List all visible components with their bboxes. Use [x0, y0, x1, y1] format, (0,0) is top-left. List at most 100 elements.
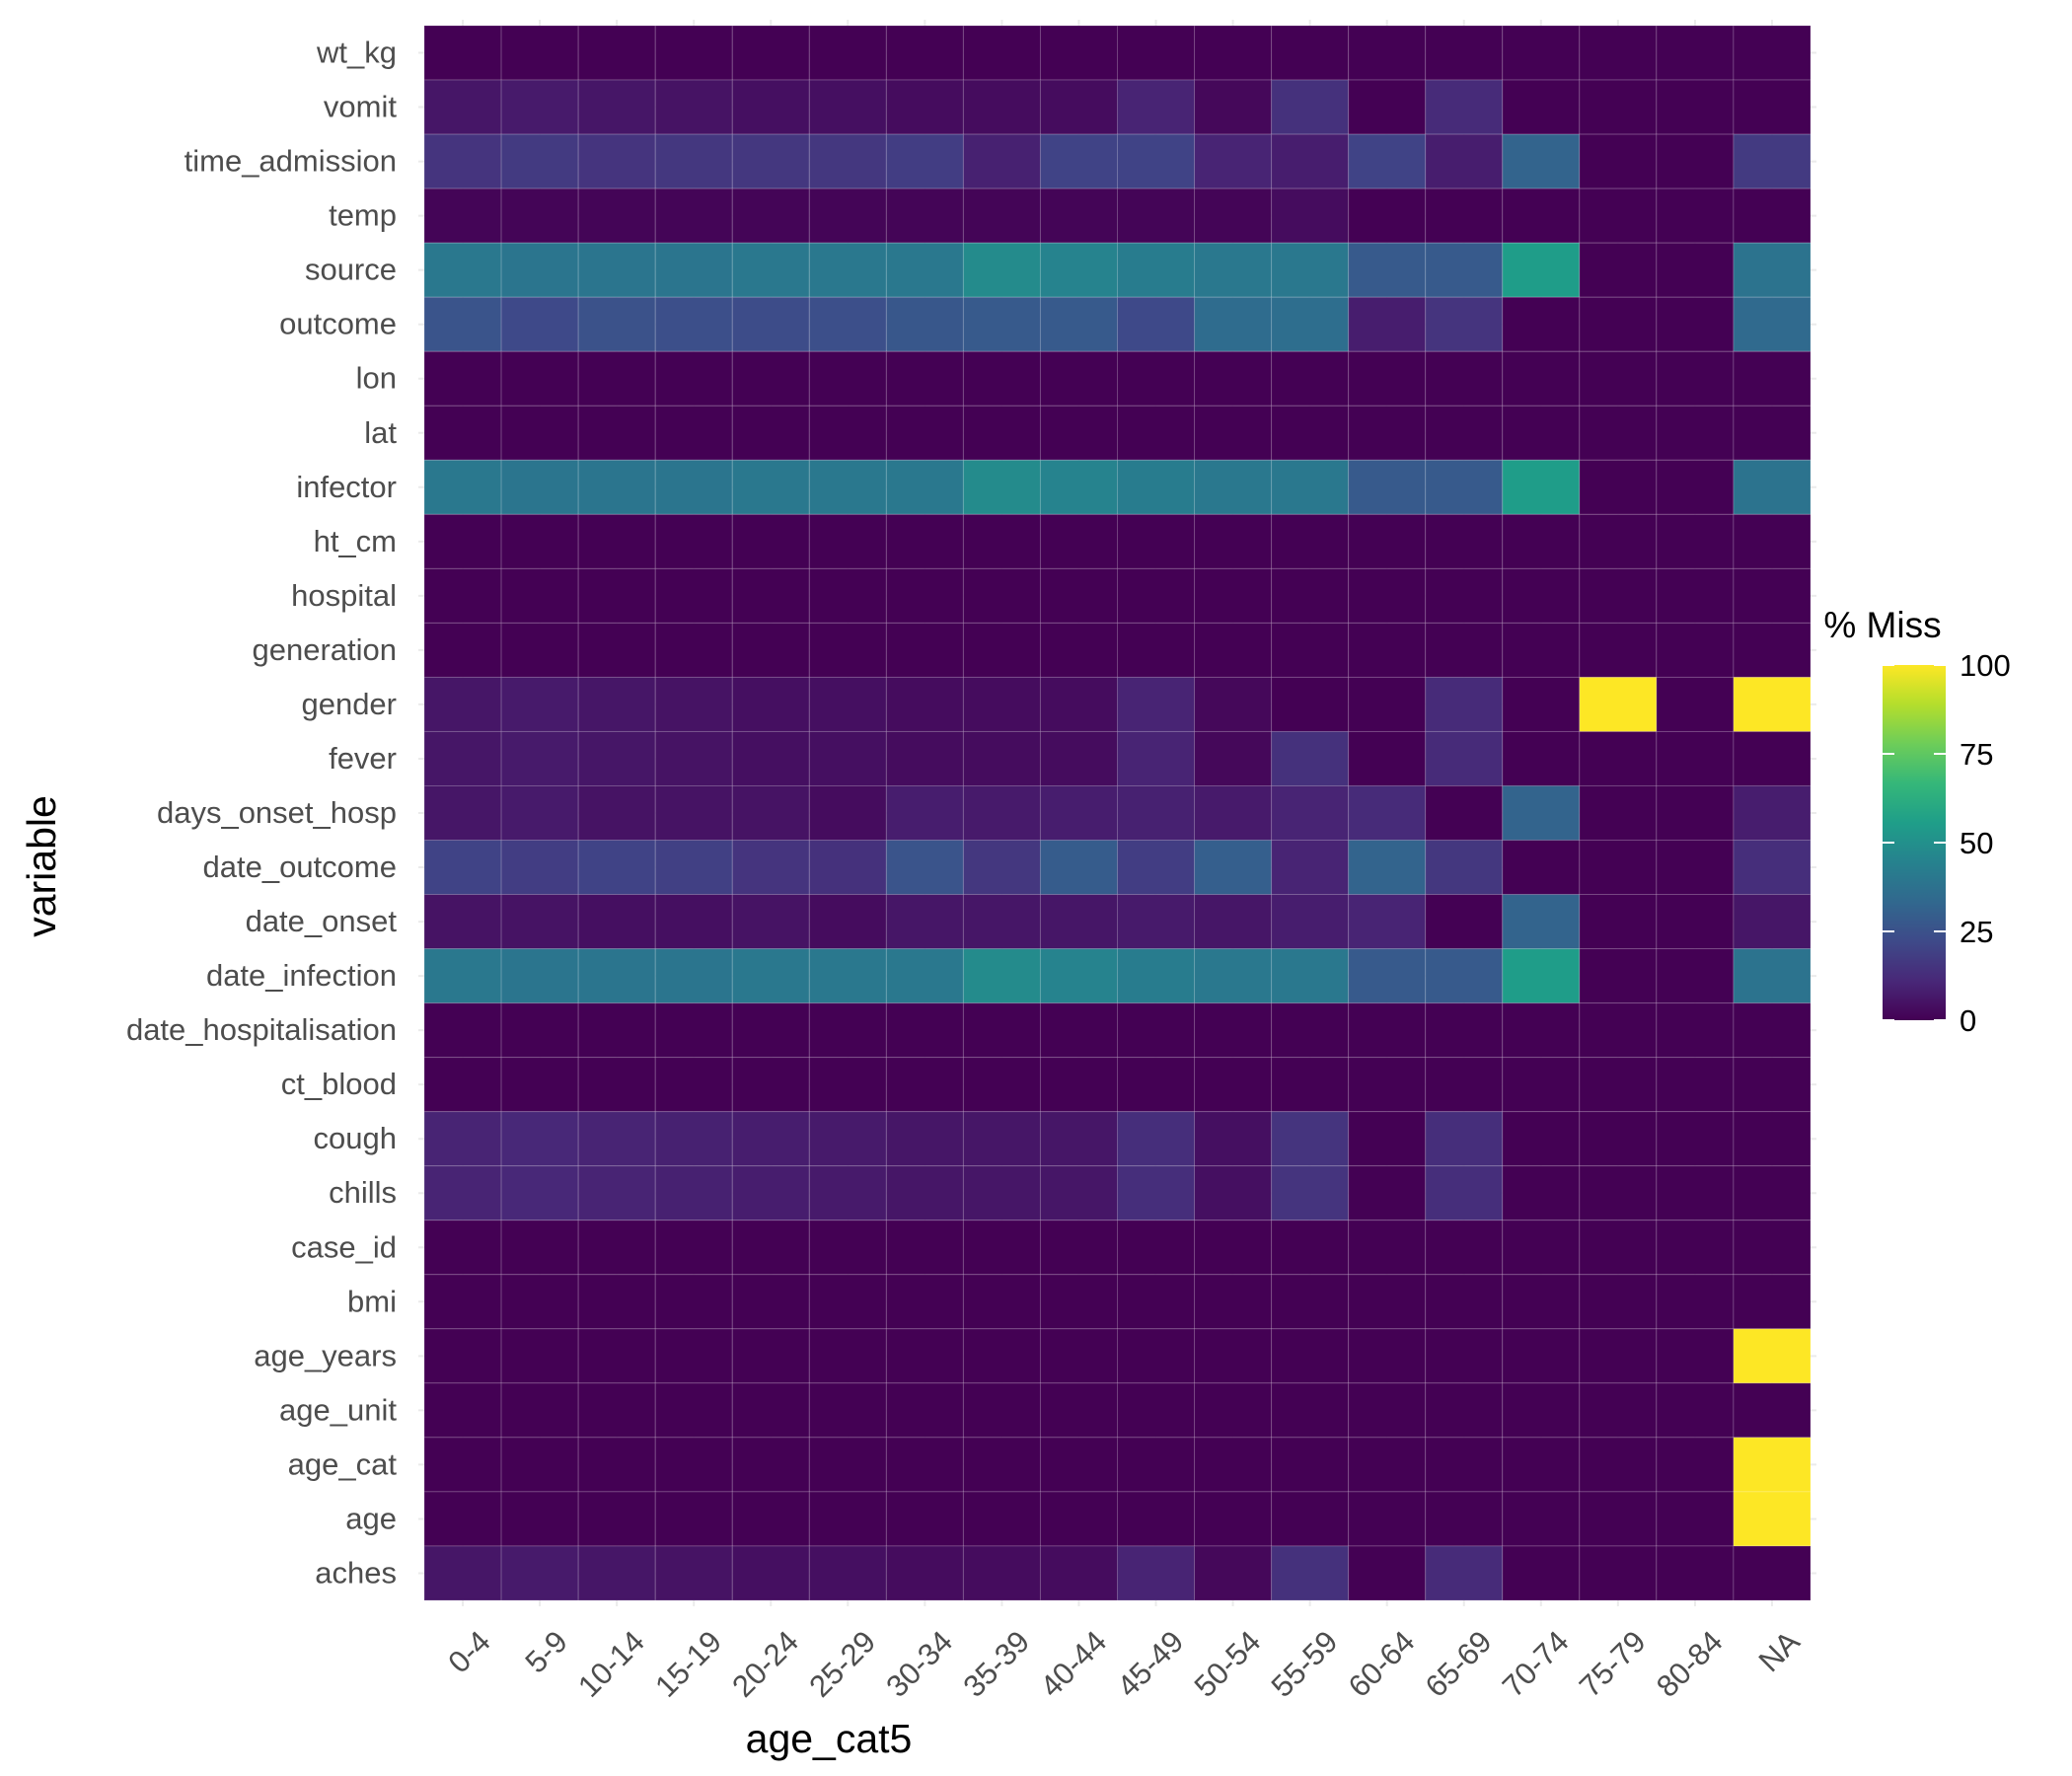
- heatmap-cell-infector-25-29: [808, 459, 887, 515]
- heatmap-cell-source-60-64: [1348, 242, 1427, 298]
- y-tick-label: lon: [356, 361, 397, 396]
- heatmap-cell-temp-50-54: [1194, 187, 1273, 244]
- heatmap-cell-days_onset_hosp-5-9: [500, 784, 579, 842]
- heatmap-cell-time_admission-20-24: [731, 133, 810, 189]
- heatmap-cell-date_outcome-45-49: [1117, 840, 1196, 896]
- y-tick-label: date_outcome: [203, 850, 397, 884]
- heatmap-cell-date_onset-25-29: [808, 894, 887, 950]
- heatmap-cell-ht_cm-40-44: [1039, 513, 1118, 569]
- y-tick-label: date_onset: [246, 904, 398, 938]
- heatmap-cell-date_onset-NA: [1733, 894, 1812, 950]
- heatmap-cell-fever-70-74: [1502, 730, 1581, 786]
- heatmap-cell-date_infection-60-64: [1348, 948, 1427, 1004]
- heatmap-cell-cough-70-74: [1502, 1111, 1581, 1167]
- heatmap-cell-ht_cm-35-39: [962, 513, 1041, 569]
- heatmap-cell-gender-50-54: [1194, 676, 1273, 732]
- y-tick-label: lat: [364, 415, 397, 450]
- heatmap-cell-vomit-5-9: [500, 79, 579, 135]
- heatmap-cell-date_infection-40-44: [1039, 948, 1118, 1004]
- heatmap-cell-vomit-55-59: [1271, 79, 1350, 135]
- heatmap-cell-fever-35-39: [962, 730, 1041, 786]
- heatmap-cell-wt_kg-40-44: [1039, 25, 1118, 81]
- heatmap-cell-source-10-14: [577, 242, 656, 298]
- heatmap-cell-ht_cm-30-34: [885, 513, 964, 569]
- y-tick-label: date_hospitalisation: [126, 1012, 397, 1047]
- heatmap-cell-date_infection-50-54: [1194, 948, 1273, 1004]
- heatmap-cell-date_infection-65-69: [1425, 948, 1504, 1004]
- heatmap-cell-time_admission-10-14: [577, 133, 656, 189]
- heatmap-cell-days_onset_hosp-NA: [1733, 784, 1812, 842]
- heatmap-cell-cough-0-4: [423, 1111, 502, 1167]
- heatmap-cell-ct_blood-NA: [1733, 1057, 1812, 1113]
- heatmap-cell-ht_cm-80-84: [1656, 513, 1735, 569]
- y-tick-label: age: [345, 1501, 397, 1535]
- heatmap-cell-hospital-35-39: [962, 567, 1041, 624]
- heatmap-cell-age_cat-NA: [1733, 1437, 1812, 1493]
- heatmap-cell-date_onset-40-44: [1039, 894, 1118, 950]
- heatmap-cell-date_infection-10-14: [577, 948, 656, 1004]
- heatmap-cell-age_cat-0-4: [423, 1437, 502, 1493]
- heatmap-cell-gender-60-64: [1348, 676, 1427, 732]
- heatmap-cell-lon-30-34: [885, 350, 964, 407]
- heatmap-cell-cough-25-29: [808, 1111, 887, 1167]
- heatmap-cell-wt_kg-80-84: [1656, 25, 1735, 81]
- heatmap-cell-date_hospitalisation-15-19: [654, 1002, 733, 1059]
- heatmap-cell-lon-65-69: [1425, 350, 1504, 407]
- heatmap-cell-source-65-69: [1425, 242, 1504, 298]
- heatmap-cells: [423, 25, 1812, 1601]
- heatmap-cell-temp-75-79: [1579, 187, 1658, 244]
- heatmap-cell-lat-45-49: [1117, 405, 1196, 461]
- heatmap-cell-age_years-80-84: [1656, 1328, 1735, 1384]
- heatmap-cell-generation-15-19: [654, 622, 733, 678]
- heatmap-cell-lon-20-24: [731, 350, 810, 407]
- heatmap-cell-outcome-NA: [1733, 296, 1812, 352]
- legend-tick-label: 100: [1960, 648, 2011, 683]
- heatmap-cell-gender-30-34: [885, 676, 964, 732]
- heatmap-cell-aches-55-59: [1271, 1545, 1350, 1601]
- heatmap-cell-generation-20-24: [731, 622, 810, 678]
- heatmap-cell-chills-35-39: [962, 1165, 1041, 1221]
- y-tick-label: source: [305, 253, 397, 287]
- heatmap-cell-chills-40-44: [1039, 1165, 1118, 1221]
- heatmap-cell-age-60-64: [1348, 1491, 1427, 1547]
- heatmap-cell-bmi-65-69: [1425, 1274, 1504, 1330]
- heatmap-cell-cough-35-39: [962, 1111, 1041, 1167]
- heatmap-cell-hospital-10-14: [577, 567, 656, 624]
- heatmap-cell-hospital-5-9: [500, 567, 579, 624]
- heatmap-cell-temp-30-34: [885, 187, 964, 244]
- heatmap-cell-lat-65-69: [1425, 405, 1504, 461]
- heatmap-cell-gender-70-74: [1502, 676, 1581, 732]
- heatmap-cell-generation-55-59: [1271, 622, 1350, 678]
- x-tick-label: 5-9: [518, 1624, 573, 1679]
- y-tick-label: generation: [252, 632, 397, 667]
- heatmap-cell-bmi-45-49: [1117, 1274, 1196, 1330]
- heatmap-cell-gender-75-79: [1579, 676, 1658, 732]
- heatmap-cell-infector-5-9: [500, 459, 579, 515]
- heatmap-cell-generation-60-64: [1348, 622, 1427, 678]
- heatmap-cell-gender-15-19: [654, 676, 733, 732]
- heatmap-cell-age_years-15-19: [654, 1328, 733, 1384]
- heatmap-cell-age_years-20-24: [731, 1328, 810, 1384]
- heatmap-cell-temp-0-4: [423, 187, 502, 244]
- heatmap-cell-vomit-20-24: [731, 79, 810, 135]
- heatmap-cell-bmi-NA: [1733, 1274, 1812, 1330]
- heatmap-cell-date_outcome-70-74: [1502, 840, 1581, 896]
- heatmap-cell-age_unit-35-39: [962, 1382, 1041, 1439]
- y-tick-label: bmi: [347, 1284, 397, 1318]
- heatmap-cell-bmi-80-84: [1656, 1274, 1735, 1330]
- heatmap-cell-infector-55-59: [1271, 459, 1350, 515]
- heatmap-cell-outcome-30-34: [885, 296, 964, 352]
- heatmap-cell-hospital-0-4: [423, 567, 502, 624]
- heatmap-cell-date_onset-55-59: [1271, 894, 1350, 950]
- legend-tick-label: 50: [1960, 826, 1993, 860]
- heatmap-cell-source-35-39: [962, 242, 1041, 298]
- heatmap-cell-fever-75-79: [1579, 730, 1658, 786]
- heatmap-cell-case_id-75-79: [1579, 1220, 1658, 1276]
- heatmap-cell-date_onset-35-39: [962, 894, 1041, 950]
- heatmap-cell-lat-50-54: [1194, 405, 1273, 461]
- heatmap-cell-gender-NA: [1733, 676, 1812, 732]
- heatmap-cell-infector-45-49: [1117, 459, 1196, 515]
- heatmap-cell-infector-30-34: [885, 459, 964, 515]
- heatmap-cell-time_admission-40-44: [1039, 133, 1118, 189]
- heatmap-cell-bmi-0-4: [423, 1274, 502, 1330]
